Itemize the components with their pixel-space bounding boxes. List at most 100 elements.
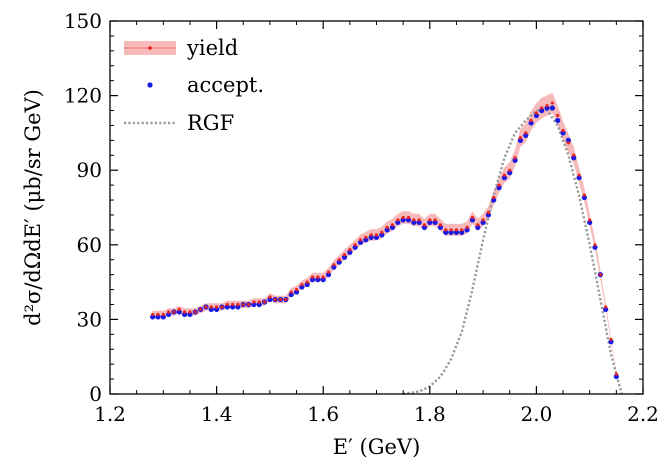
yield-point	[326, 270, 331, 274]
yield-point	[422, 223, 427, 227]
accept-point	[437, 224, 444, 230]
legend-entry-accept: accept.	[147, 73, 264, 97]
accept-point	[389, 224, 396, 230]
accept-point	[251, 301, 257, 308]
x-tick-label: 1.2	[94, 402, 126, 426]
accept-point	[368, 234, 374, 240]
accept-point	[560, 130, 566, 136]
yield-point	[316, 275, 320, 279]
accept-point	[485, 212, 492, 218]
yield-point	[374, 233, 379, 237]
yield-point	[241, 302, 245, 307]
accept-point	[592, 244, 598, 250]
yield-point	[161, 312, 165, 317]
accept-point	[533, 112, 540, 119]
accept-point	[448, 229, 454, 235]
yield-point	[177, 307, 181, 312]
accept-point	[309, 277, 316, 283]
accept-point	[613, 373, 619, 380]
yield-point	[262, 300, 267, 304]
yield-point	[470, 215, 475, 220]
accept-point	[384, 227, 390, 233]
accept-point	[427, 219, 433, 226]
yield-point	[476, 223, 480, 227]
yield-point	[534, 111, 539, 115]
y-tick-label: 0	[89, 382, 102, 406]
yield-point	[614, 372, 618, 376]
yield-point	[396, 218, 400, 222]
yield-point	[332, 263, 336, 267]
accept-point	[304, 281, 310, 288]
x-tick-label: 1.8	[414, 402, 446, 426]
yield-point	[364, 235, 368, 239]
accept-point	[549, 105, 555, 111]
accept-point	[421, 224, 428, 230]
accept-point	[325, 272, 332, 278]
yield-point	[598, 273, 602, 277]
yield-point	[529, 118, 533, 123]
yield-point	[284, 297, 288, 302]
x-tick-label: 2.0	[520, 402, 552, 426]
yield-point	[550, 101, 554, 105]
yield-point	[246, 302, 251, 307]
accept-point	[160, 314, 166, 320]
yield-point	[417, 218, 421, 222]
accept-point	[576, 175, 582, 181]
legend-label-rgf: RGF	[187, 111, 234, 135]
accept-point	[182, 311, 188, 318]
accept-point	[288, 291, 294, 298]
legend-entry-rgf: RGF	[124, 111, 234, 135]
yield-point	[390, 223, 395, 227]
yield-point	[310, 275, 315, 279]
yield-point	[545, 103, 549, 108]
data-point-layer	[150, 101, 619, 380]
yield-point	[406, 215, 411, 220]
yield-point	[502, 173, 507, 177]
x-tick-label: 1.4	[201, 402, 233, 426]
yield-point	[582, 193, 586, 197]
accept-point	[166, 311, 172, 318]
accept-point	[235, 304, 241, 310]
yield-point	[609, 337, 613, 341]
y-tick-label: 60	[77, 233, 102, 257]
yield-point	[337, 258, 341, 262]
yield-point	[508, 168, 512, 172]
accept-point	[256, 301, 262, 308]
yield-point	[492, 195, 496, 200]
accept-point	[464, 227, 470, 233]
accept-point	[587, 219, 593, 226]
yield-point	[209, 305, 213, 309]
accept-point	[395, 219, 401, 226]
accept-point	[150, 314, 156, 320]
yield-point	[401, 215, 405, 220]
accept-point	[555, 117, 561, 124]
yield-point	[577, 173, 581, 177]
yield-point	[433, 218, 437, 222]
yield-point	[465, 225, 469, 229]
accept-point	[459, 229, 465, 235]
y-tick-label: 120	[64, 84, 102, 108]
yield-error-band	[152, 92, 617, 376]
legend: yield accept. RGF	[124, 36, 264, 135]
y-tick-label: 90	[77, 158, 102, 182]
yield-point	[204, 305, 208, 309]
accept-point	[373, 234, 380, 240]
accept-point	[469, 217, 476, 223]
accept-point	[341, 254, 348, 260]
yield-point	[156, 312, 160, 317]
rgf-line-layer	[402, 109, 623, 396]
yield-point	[449, 228, 453, 232]
yield-point	[225, 302, 229, 307]
yield-point	[236, 302, 240, 307]
accept-point	[299, 284, 305, 290]
yield-point	[289, 290, 293, 294]
accept-point	[539, 107, 545, 114]
yield-point	[230, 302, 235, 307]
x-tick-label: 2.2	[627, 402, 659, 426]
yield-point	[486, 210, 491, 215]
error-band-layer	[152, 92, 617, 376]
accept-point	[363, 237, 369, 243]
yield-point	[513, 156, 517, 160]
yield-point	[540, 106, 544, 110]
accept-point	[315, 277, 321, 283]
